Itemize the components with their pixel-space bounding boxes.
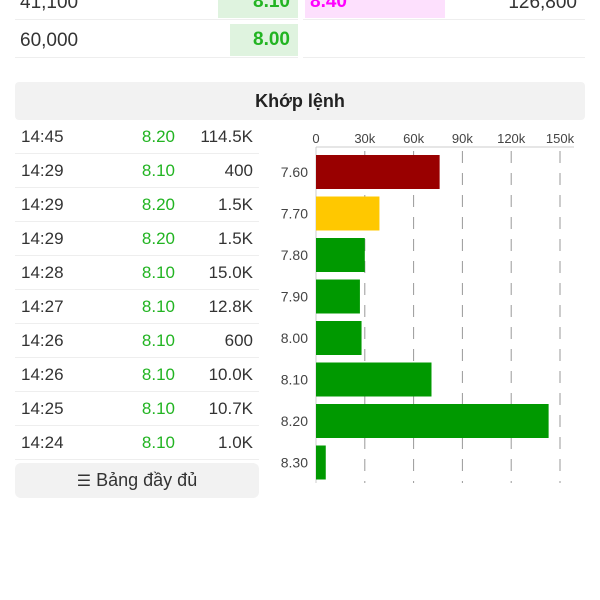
ask-price: 8.40: [305, 0, 445, 18]
trade-price: 8.20: [141, 127, 175, 146]
trade-row: 14:29 8.20 1.5K: [15, 188, 259, 222]
y-tick-label: 8.00: [281, 330, 308, 346]
list-icon: ☰: [76, 473, 92, 490]
x-tick-label: 60k: [403, 131, 424, 146]
y-tick-label: 7.90: [281, 289, 308, 305]
trade-volume: 114.5K: [200, 127, 253, 146]
bar: [316, 321, 362, 355]
bid-volume: 60,000: [20, 30, 79, 51]
trade-time: 14:29: [21, 229, 64, 248]
trade-time: 14:26: [21, 331, 64, 350]
trade-price: 8.20: [141, 195, 175, 214]
trade-price: 8.10: [141, 331, 175, 350]
bid-volume: 41,100: [20, 0, 79, 13]
y-tick-label: 8.30: [281, 455, 308, 471]
trade-row: 14:24 8.10 1.0K: [15, 426, 259, 460]
trade-row: 14:29 8.20 1.5K: [15, 222, 259, 256]
trade-volume: 1.0K: [218, 433, 253, 452]
order-book-row: 41,100 8.10 8.40 126,800: [15, 0, 585, 20]
full-table-label: Bảng đầy đủ: [96, 470, 198, 490]
trade-time: 14:26: [21, 365, 64, 384]
order-book-row: 60,000 8.00: [15, 22, 585, 58]
order-book-divider: [298, 0, 303, 60]
trade-time: 14:25: [21, 399, 64, 418]
trade-time: 14:28: [21, 263, 64, 282]
trade-price: 8.20: [141, 229, 175, 248]
bar: [316, 196, 380, 231]
trade-row: 14:45 8.20 114.5K: [15, 120, 259, 154]
trade-volume: 12.8K: [208, 297, 253, 316]
ask-volume: 126,800: [508, 0, 577, 13]
bar: [316, 238, 365, 272]
matched-orders-header: Khớp lệnh: [15, 82, 585, 120]
trade-volume: 10.0K: [208, 365, 253, 384]
y-tick-label: 8.20: [281, 413, 308, 429]
trade-price: 8.10: [141, 365, 175, 384]
y-tick-label: 7.80: [281, 247, 308, 263]
trade-time: 14:27: [21, 297, 64, 316]
trade-row: 14:28 8.10 15.0K: [15, 256, 259, 290]
full-table-button[interactable]: ☰ Bảng đầy đủ: [15, 463, 259, 498]
trade-row: 14:29 8.10 400: [15, 154, 259, 188]
trade-time: 14:29: [21, 161, 64, 180]
bid-price: 8.10: [218, 0, 298, 18]
y-tick-label: 7.60: [281, 164, 308, 180]
trade-volume: 1.5K: [218, 195, 253, 214]
trade-row: 14:27 8.10 12.8K: [15, 290, 259, 324]
trade-price: 8.10: [141, 297, 175, 316]
trade-volume: 10.7K: [208, 399, 253, 418]
x-tick-label: 30k: [354, 131, 375, 146]
bar: [316, 404, 549, 438]
trade-row: 14:26 8.10 10.0K: [15, 358, 259, 392]
x-tick-label: 150k: [546, 131, 575, 146]
trade-volume: 600: [224, 331, 253, 350]
bar: [316, 362, 432, 397]
x-tick-label: 120k: [497, 131, 526, 146]
trade-volume: 1.5K: [218, 229, 253, 248]
trade-price: 8.10: [141, 433, 175, 452]
bid-price: 8.00: [230, 24, 298, 56]
y-tick-label: 7.70: [281, 206, 308, 222]
trade-time: 14:24: [21, 433, 64, 452]
trade-price: 8.10: [141, 263, 175, 282]
trade-volume: 15.0K: [208, 263, 253, 282]
trade-row: 14:26 8.10 600: [15, 324, 259, 358]
trade-row: 14:25 8.10 10.7K: [15, 392, 259, 426]
bar: [316, 155, 440, 189]
trade-volume: 400: [224, 161, 253, 180]
volume-by-price-chart: 0 30k 60k 90k 120k 150k 7.60 7.70 7.80 7.90 8.00 8.…: [281, 131, 575, 483]
trade-price: 8.10: [141, 399, 175, 418]
x-tick-label: 0: [312, 131, 319, 146]
trade-time: 14:29: [21, 195, 64, 214]
y-tick-label: 8.10: [281, 372, 308, 388]
bar: [316, 445, 326, 480]
x-tick-label: 90k: [452, 131, 473, 146]
bar: [316, 279, 360, 314]
trade-time: 14:45: [21, 127, 64, 146]
trade-price: 8.10: [141, 161, 175, 180]
